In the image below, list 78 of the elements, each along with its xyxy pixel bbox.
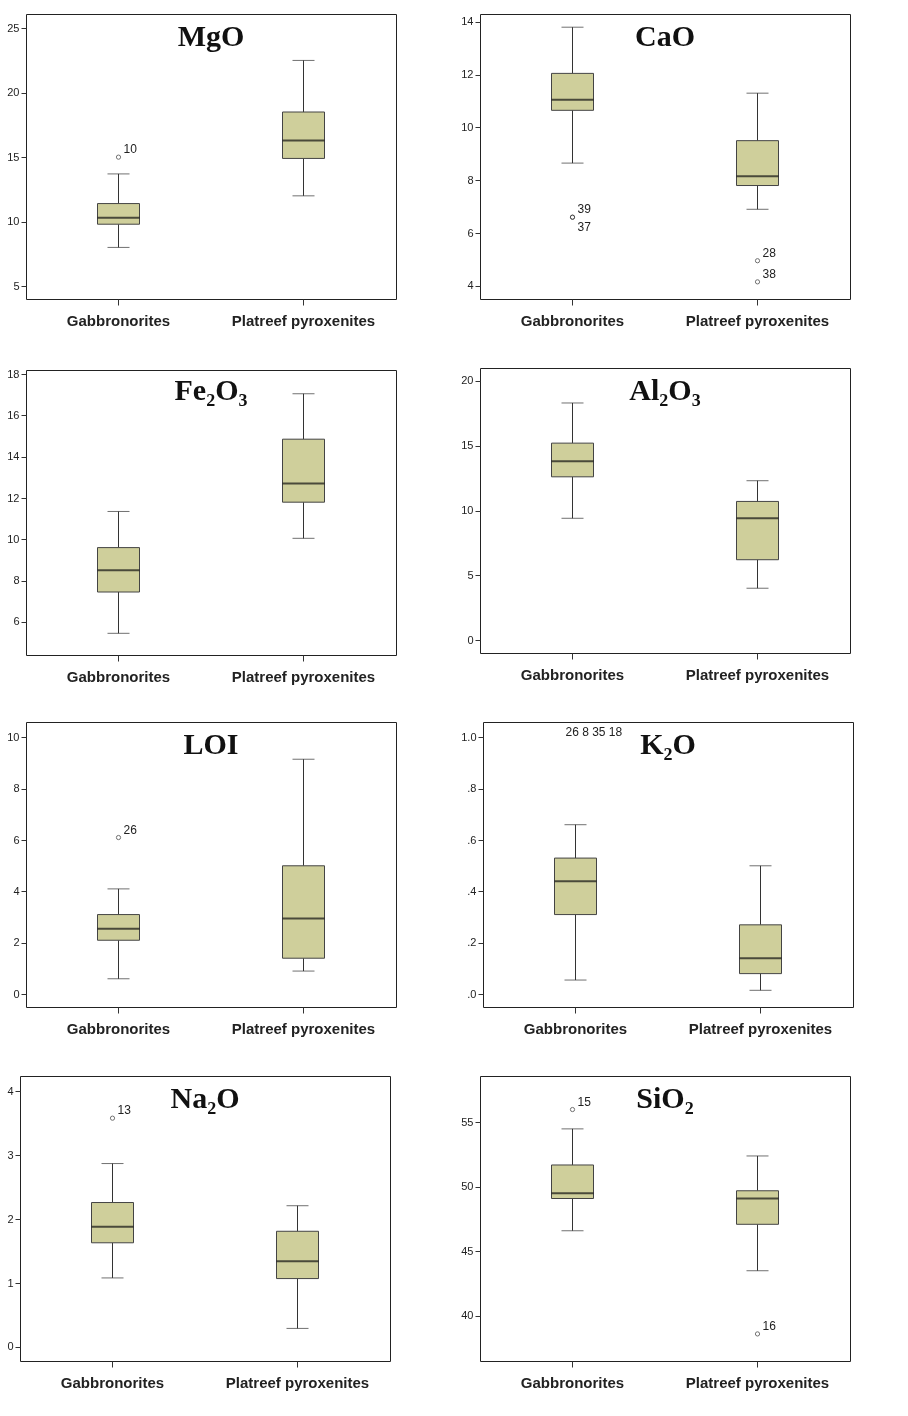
chart-title: LOI [183, 727, 239, 760]
y-tick-label: 40 [461, 1309, 474, 1322]
x-tick-label: Platreef pyroxenites [225, 1373, 370, 1391]
annotation: 38 [762, 266, 777, 281]
annotation: 26 [123, 822, 138, 837]
x-tick-label: Gabbronorites [66, 311, 171, 329]
x-tick-label: Platreef pyroxenites [231, 1019, 376, 1037]
y-tick-label: 6 [13, 833, 20, 846]
y-tick-label: 45 [461, 1244, 474, 1257]
y-tick-label: 10 [7, 730, 20, 743]
y-tick-label: 1.0 [461, 730, 477, 743]
y-tick-label: 2 [13, 936, 20, 949]
y-tick-label: 25 [7, 21, 20, 34]
y-tick-label: .4 [467, 884, 477, 897]
y-tick-label: 10 [7, 532, 20, 545]
x-tick-label: Gabbronorites [60, 1373, 165, 1391]
y-tick-label: 18 [7, 367, 20, 380]
annotation: 26 8 35 18 [565, 725, 623, 739]
y-tick-label: 0 [467, 633, 474, 646]
x-tick-label: Platreef pyroxenites [231, 667, 376, 685]
x-tick-label: Gabbronorites [523, 1019, 628, 1037]
annotation: 15 [577, 1094, 592, 1109]
y-tick-label: .8 [467, 782, 477, 795]
annotation: 10 [123, 142, 138, 157]
x-tick-label: Gabbronorites [66, 667, 171, 685]
y-tick-label: 20 [461, 374, 474, 387]
y-tick-label: 55 [461, 1115, 474, 1128]
y-tick-label: 50 [461, 1180, 474, 1193]
y-tick-label: .2 [467, 936, 477, 949]
x-tick-label: Gabbronorites [520, 665, 625, 683]
y-tick-label: 4 [7, 1084, 14, 1097]
y-tick-label: 10 [461, 120, 474, 133]
x-tick-label: Gabbronorites [520, 311, 625, 329]
chart-title: SiO₂ [636, 1081, 694, 1114]
y-tick-label: 12 [7, 491, 20, 504]
chart-title: MgO [177, 19, 245, 52]
y-tick-label: 10 [7, 215, 20, 228]
y-tick-label: 0 [13, 987, 20, 1000]
y-tick-label: 0 [7, 1340, 14, 1353]
y-tick-label: 8 [13, 574, 20, 587]
chart-title: CaO [635, 19, 695, 52]
x-tick-label: Platreef pyroxenites [231, 311, 376, 329]
y-tick-label: 14 [7, 450, 20, 463]
x-tick-label: Platreef pyroxenites [685, 665, 830, 683]
y-tick-label: 6 [467, 226, 474, 239]
y-tick-label: 4 [13, 884, 20, 897]
annotation: 16 [762, 1318, 777, 1333]
y-tick-label: 4 [467, 279, 474, 292]
y-tick-label: 1 [7, 1276, 14, 1289]
annotation: 37 [577, 220, 592, 235]
y-tick-label: 10 [461, 504, 474, 516]
y-tick-label: 20 [7, 86, 20, 99]
y-tick-label: 6 [13, 615, 20, 628]
y-tick-label: 5 [467, 568, 474, 581]
annotation: 39 [577, 202, 592, 217]
x-tick-label: Gabbronorites [66, 1019, 171, 1037]
chart-title: Fe₂O₃ [174, 373, 248, 407]
y-tick-label: .0 [467, 987, 477, 1000]
x-tick-label: Platreef pyroxenites [685, 1373, 830, 1391]
chart-title: Al₂O₃ [629, 373, 701, 406]
y-tick-label: 8 [13, 782, 20, 795]
y-tick-label: 14 [461, 15, 474, 28]
y-tick-label: 5 [13, 279, 20, 292]
y-tick-label: 12 [461, 68, 474, 81]
y-tick-label: .6 [467, 833, 477, 846]
x-tick-label: Platreef pyroxenites [685, 311, 830, 329]
chart-title: Na₂O [170, 1081, 240, 1114]
y-tick-label: 16 [7, 408, 20, 421]
y-tick-label: 8 [467, 173, 474, 186]
annotation: 13 [117, 1103, 132, 1118]
chart-title: K₂O [640, 727, 696, 760]
x-tick-label: Platreef pyroxenites [688, 1019, 833, 1037]
annotation: 28 [762, 245, 777, 260]
y-tick-label: 2 [7, 1212, 14, 1225]
x-tick-label: Gabbronorites [520, 1373, 625, 1391]
y-tick-label: 15 [461, 439, 474, 452]
y-tick-label: 15 [7, 150, 20, 163]
y-tick-label: 3 [7, 1148, 14, 1161]
